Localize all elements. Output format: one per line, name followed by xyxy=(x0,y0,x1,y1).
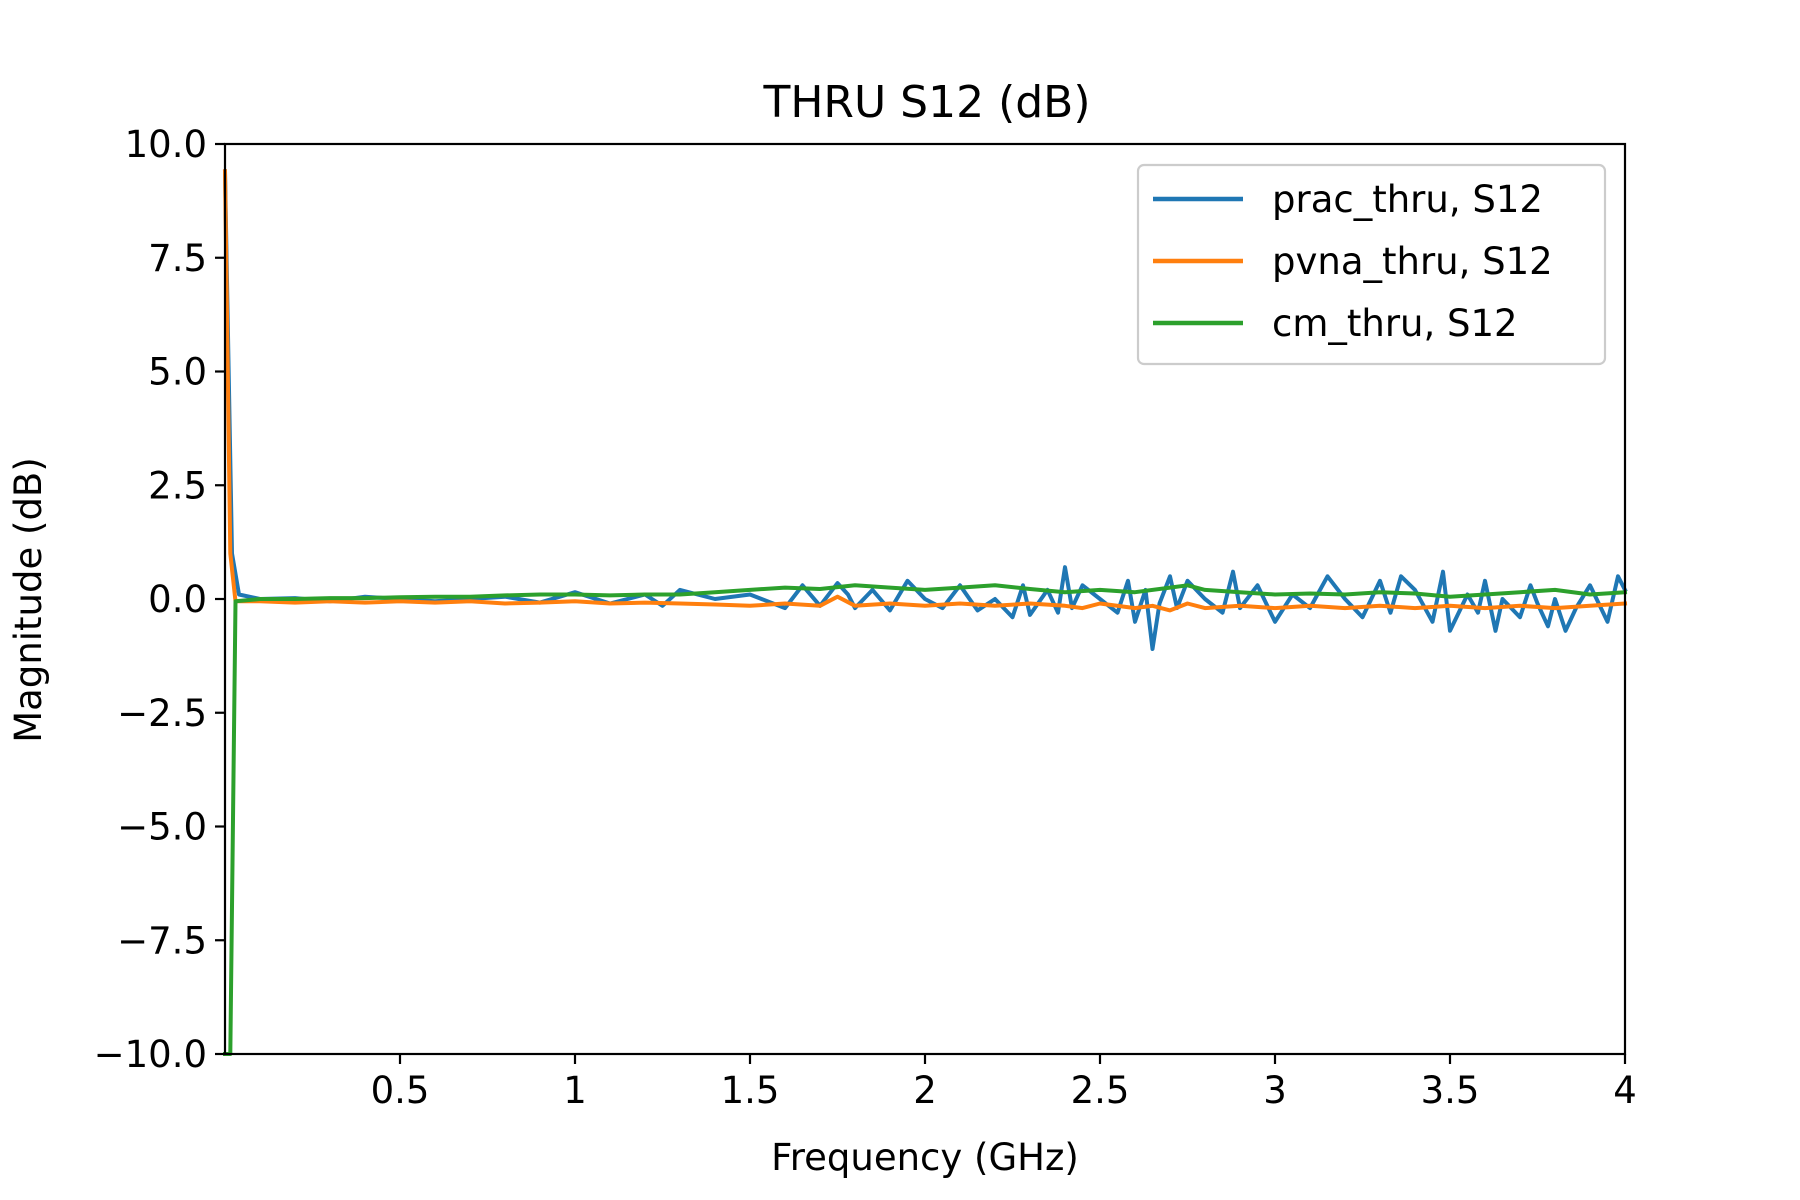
y-tick-label: 7.5 xyxy=(148,237,207,280)
x-tick-label: 0.5 xyxy=(371,1069,430,1112)
legend-box xyxy=(1136,163,1607,366)
y-tick-label: −5.0 xyxy=(117,806,207,849)
x-tick-label: 4 xyxy=(1613,1069,1637,1112)
y-axis: −10.0 −7.5 −5.0 −2.5 0.0 2.5 5.0 7.5 10.0 xyxy=(94,123,225,1076)
x-tick-label: 3.5 xyxy=(1421,1069,1480,1112)
series-line-2 xyxy=(223,583,1628,1056)
x-tick-label: 3 xyxy=(1263,1069,1287,1112)
y-tick-label: 10.0 xyxy=(125,123,207,166)
y-tick-label: −10.0 xyxy=(94,1033,207,1076)
legend: prac_thru, S12 pvna_thru, S12 cm_thru, S… xyxy=(1136,163,1607,366)
x-tick-label: 1 xyxy=(563,1069,587,1112)
y-tick-label: 0.0 xyxy=(148,578,207,621)
legend-label-prac: prac_thru, S12 xyxy=(1272,178,1543,221)
x-tick-label: 2 xyxy=(913,1069,937,1112)
x-tick-label: 2.5 xyxy=(1071,1069,1130,1112)
legend-label-cm: cm_thru, S12 xyxy=(1272,302,1518,345)
y-tick-label: 2.5 xyxy=(148,464,207,507)
y-tick-label: 5.0 xyxy=(148,351,207,394)
x-tick-label: 1.5 xyxy=(721,1069,780,1112)
series-layer xyxy=(222,169,1628,1056)
chart-title: THRU S12 (dB) xyxy=(762,77,1090,128)
x-axis-label: Frequency (GHz) xyxy=(771,1136,1079,1179)
y-axis-label: Magnitude (dB) xyxy=(7,457,50,743)
legend-label-pvna: pvna_thru, S12 xyxy=(1272,240,1553,283)
series-line-1 xyxy=(222,169,1628,613)
x-axis: 0.5 1 1.5 2 2.5 3 3.5 4 xyxy=(371,1054,1637,1112)
y-tick-label: −2.5 xyxy=(117,692,207,735)
y-tick-label: −7.5 xyxy=(117,919,207,962)
